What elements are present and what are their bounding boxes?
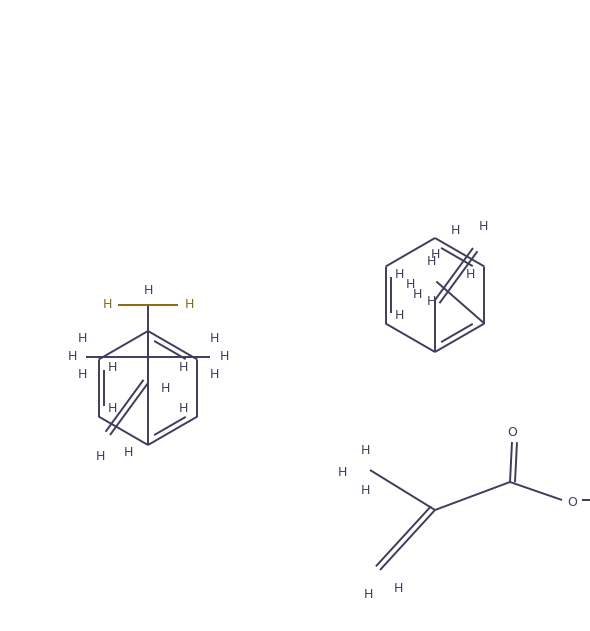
Text: H: H (450, 225, 460, 237)
Text: H: H (360, 483, 370, 497)
Text: H: H (395, 268, 404, 281)
Text: O: O (567, 495, 577, 509)
Text: H: H (160, 382, 170, 394)
Text: H: H (466, 268, 475, 281)
Text: H: H (143, 283, 153, 297)
Text: H: H (77, 369, 87, 382)
Text: H: H (394, 582, 403, 594)
Text: H: H (363, 589, 373, 601)
Text: H: H (478, 220, 488, 232)
Text: H: H (184, 298, 194, 312)
Text: H: H (123, 445, 133, 459)
Text: H: H (412, 288, 422, 302)
Text: H: H (179, 402, 188, 415)
Text: H: H (219, 350, 229, 363)
Text: H: H (96, 451, 104, 464)
Text: H: H (360, 444, 370, 456)
Text: H: H (108, 402, 117, 415)
Text: H: H (179, 361, 188, 374)
Text: H: H (406, 278, 415, 291)
Text: H: H (430, 247, 440, 261)
Text: H: H (102, 298, 112, 312)
Text: H: H (67, 350, 77, 363)
Text: H: H (108, 361, 117, 374)
Text: H: H (337, 466, 347, 478)
Text: H: H (395, 309, 404, 322)
Text: H: H (77, 333, 87, 346)
Text: H: H (427, 255, 436, 268)
Text: H: H (427, 295, 436, 308)
Text: O: O (507, 425, 517, 439)
Text: H: H (209, 333, 219, 346)
Text: H: H (209, 369, 219, 382)
